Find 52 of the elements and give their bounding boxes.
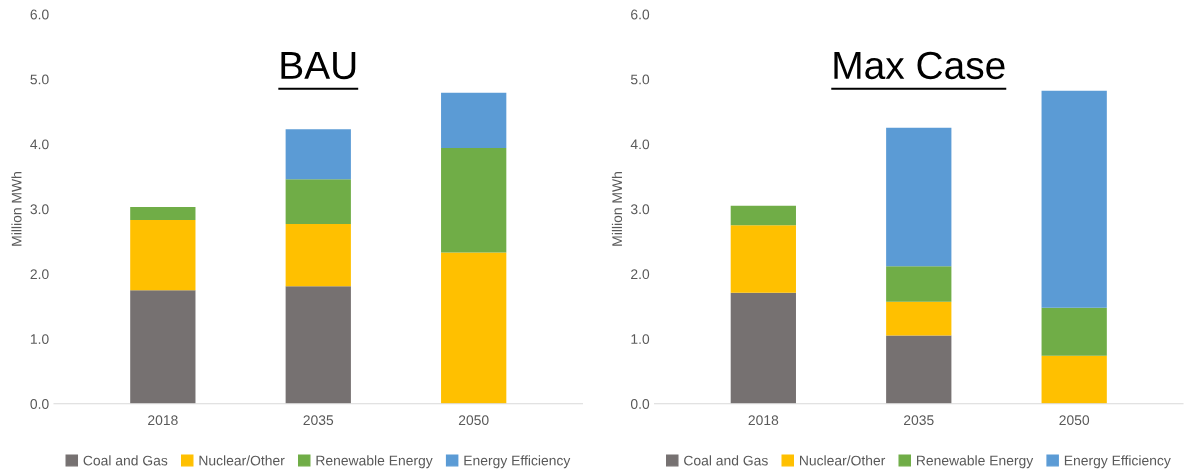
legend-label: Coal and Gas	[684, 455, 768, 466]
x-tick-label: 2050	[458, 415, 489, 426]
x-tick-label: 2018	[748, 415, 779, 426]
bar	[886, 127, 952, 267]
y-tick-label: 1.0	[631, 334, 650, 344]
bar	[285, 223, 351, 287]
legend-label: Energy Efficiency	[1064, 455, 1171, 469]
y-tick-label: 2.0	[631, 269, 650, 280]
y-axis-title: Million MWh	[11, 172, 22, 246]
y-tick-label: 3.0	[30, 204, 49, 215]
x-tick-label: 2035	[303, 415, 334, 426]
y-tick-label: 0.0	[30, 399, 49, 409]
x-tick-label: 2018	[148, 415, 178, 426]
bar	[441, 92, 507, 148]
bar	[886, 301, 952, 336]
bar	[285, 129, 351, 180]
y-tick-label: 6.0	[631, 9, 650, 20]
bar	[441, 252, 507, 404]
y-tick-label: 2.0	[30, 269, 49, 280]
bar	[730, 205, 796, 226]
bar	[1041, 355, 1107, 404]
bar	[285, 179, 351, 224]
bar	[886, 266, 952, 302]
text: Max Case	[834, 51, 1005, 80]
x-tick-label: 2035	[904, 415, 934, 426]
y-tick-label: 4.0	[30, 139, 49, 150]
y-tick-label: 6.0	[30, 9, 49, 20]
legend-label: Energy Efficiency	[464, 455, 571, 469]
bar	[730, 225, 796, 293]
bar	[441, 147, 507, 253]
bar	[1041, 307, 1107, 356]
legend-label: Renewable Energy	[316, 455, 433, 469]
y-tick-label: 5.0	[630, 74, 650, 85]
legend-label: Coal and Gas	[83, 455, 168, 466]
x-tick-label: 2050	[1059, 415, 1090, 426]
bar	[130, 220, 196, 291]
legend-label: Nuclear/Other	[800, 455, 886, 466]
y-tick-label: 0.0	[630, 399, 650, 409]
bar	[730, 292, 796, 404]
y-tick-label: 3.0	[630, 204, 650, 215]
y-tick-label: 5.0	[30, 74, 49, 85]
bar	[130, 207, 196, 221]
bar	[285, 286, 351, 404]
y-tick-label: 4.0	[630, 139, 650, 150]
text: BAU	[281, 52, 356, 80]
bar	[1041, 90, 1107, 308]
bar	[886, 335, 952, 404]
bar	[130, 290, 196, 404]
y-axis-title: Million MWh	[611, 172, 623, 246]
legend-label: Renewable Energy	[917, 455, 1034, 469]
y-tick-label: 1.0	[30, 334, 49, 344]
legend-label: Nuclear/Other	[199, 455, 285, 466]
